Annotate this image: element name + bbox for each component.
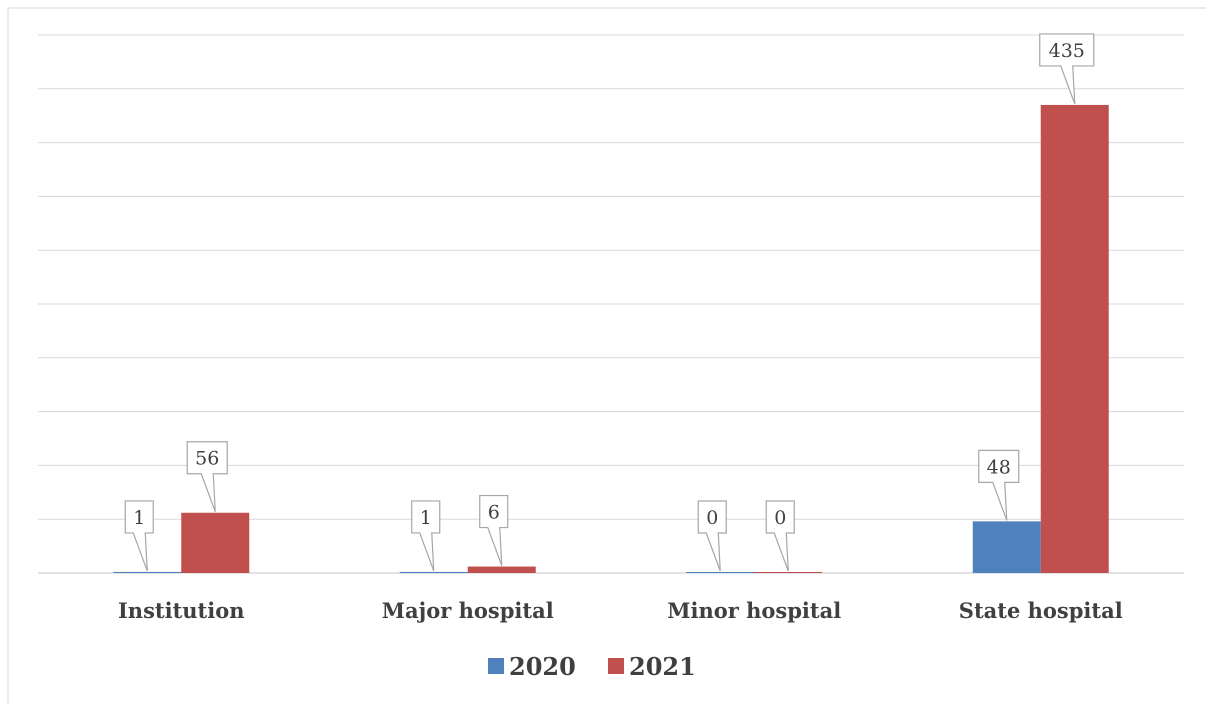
data-label-value: 1: [133, 507, 145, 529]
data-label-value: 0: [706, 507, 718, 529]
data-label: 6: [479, 494, 509, 566]
data-label: 48: [978, 449, 1020, 521]
data-label-callout: [479, 494, 509, 566]
category-label: Institution: [118, 598, 245, 623]
legend-swatch: [608, 658, 624, 674]
data-labels: 1 56 1 6 0 0 48 435: [124, 33, 1095, 572]
data-label-value: 1: [420, 507, 432, 529]
data-label-callout: [411, 500, 441, 572]
bars: [113, 104, 1109, 573]
data-label-callout: [124, 500, 154, 572]
data-label-callout: [697, 500, 727, 572]
data-label: 56: [186, 441, 228, 512]
data-label-callout: [1039, 33, 1095, 105]
bar-2020-institution: [113, 571, 182, 573]
data-label-value: 6: [488, 502, 500, 524]
bar-2021-major-hospital: [467, 566, 536, 573]
data-label: 0: [765, 500, 795, 572]
data-label: 435: [1039, 33, 1095, 105]
data-label-callout: [978, 449, 1020, 521]
category-label: Major hospital: [382, 598, 554, 623]
chart-border: [7, 7, 1206, 703]
legend-label: 2020: [509, 652, 576, 681]
data-label: 0: [697, 500, 727, 572]
data-label-callout: [765, 500, 795, 572]
legend-label: 2021: [629, 652, 696, 681]
bar-2021-state-hospital: [1040, 104, 1109, 573]
data-label-value: 0: [774, 507, 786, 529]
legend: 2020 2021: [488, 652, 696, 681]
bar-2020-minor-hospital: [686, 572, 755, 573]
data-label-callout: [186, 441, 228, 512]
data-label-value: 56: [195, 448, 219, 470]
data-label: 1: [124, 500, 154, 572]
data-label-value: 48: [987, 456, 1011, 478]
category-axis-labels: Institution Major hospital Minor hospital S…: [118, 598, 1123, 623]
bar-2020-state-hospital: [972, 521, 1041, 573]
data-label-value: 435: [1049, 40, 1085, 62]
bar-2021-institution: [181, 512, 250, 573]
legend-swatch: [488, 658, 504, 674]
data-label: 1: [411, 500, 441, 572]
category-label: State hospital: [959, 598, 1123, 623]
category-label: Minor hospital: [667, 598, 841, 623]
bar-2021-minor-hospital: [754, 572, 823, 573]
bar-2020-major-hospital: [399, 571, 468, 573]
